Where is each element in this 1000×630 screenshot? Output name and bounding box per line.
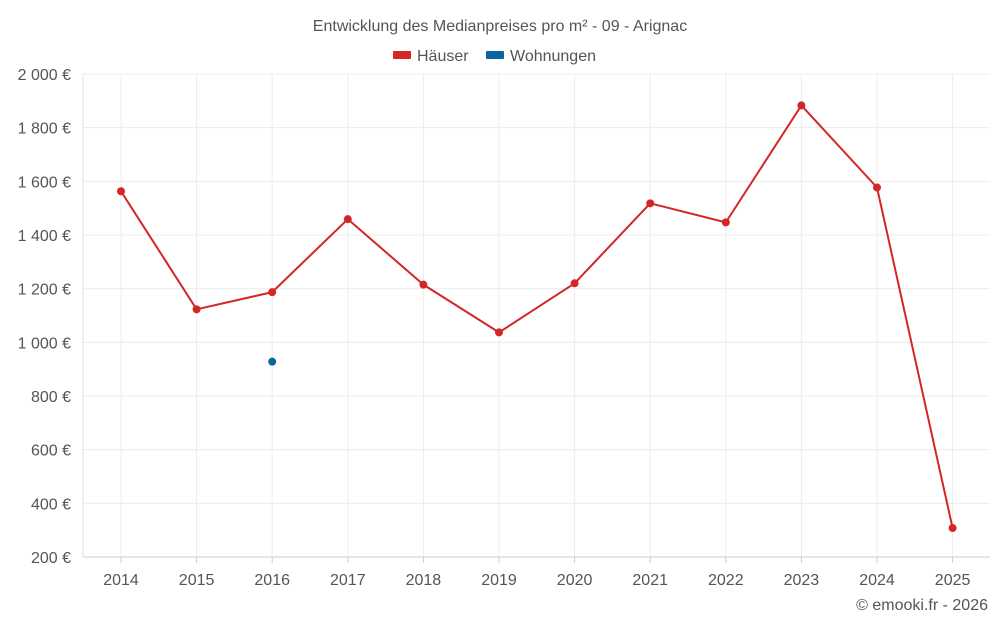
x-tick-label: 2023 [784,572,820,589]
data-point-haeuser-2017[interactable] [343,215,352,224]
x-tick-label: 2017 [330,572,366,589]
y-tick-label: 1 000 € [18,335,71,352]
y-tick-label: 2 000 € [18,67,71,84]
data-point-haeuser-2019[interactable] [495,328,503,337]
x-tick-label: 2018 [406,572,442,589]
x-tick-label: 2016 [254,572,290,589]
legend-label-haeuser: Häuser [417,48,469,65]
y-tick-label: 400 € [31,496,71,513]
x-tick-label: 2022 [708,572,744,589]
x-tick-label: 2020 [557,572,593,589]
data-point-haeuser-2015[interactable] [192,305,201,314]
legend-item-haeuser[interactable]: Häuser [393,48,469,65]
x-tick-label: 2025 [935,572,971,589]
data-point-haeuser-2023[interactable] [797,101,806,110]
data-point-haeuser-2022[interactable] [721,218,730,227]
x-tick-label: 2014 [103,572,139,589]
legend-item-wohnungen[interactable]: Wohnungen [486,48,596,65]
y-tick-label: 600 € [31,443,71,460]
x-tick-label: 2019 [481,572,517,589]
y-tick-label: 1 800 € [18,121,71,138]
y-tick-label: 1 200 € [18,282,71,299]
axes: 200 € 400 € 600 € 800 € 1 000 € 1 200 € 1 400 … [18,67,971,589]
data-point-haeuser-2016[interactable] [268,288,277,297]
grid [83,73,990,558]
y-tick-label: 1 600 € [18,174,71,191]
chart-title: Entwicklung des Medianpreises pro m² - 0… [313,18,687,35]
x-tick-label: 2015 [179,572,215,589]
y-tick-label: 200 € [31,550,71,567]
y-tick-label: 1 400 € [18,228,71,245]
x-tick-label: 2024 [859,572,895,589]
data-point-haeuser-2020[interactable] [570,279,579,288]
data-point-haeuser-2025[interactable] [948,524,957,533]
data-point-wohnungen-2016[interactable] [268,357,277,366]
data-point-haeuser-2014[interactable] [117,187,125,196]
series [117,101,957,533]
series-line-haeuser [120,104,954,529]
legend-label-wohnungen: Wohnungen [510,48,596,65]
legend-swatch-wohnungen [486,51,504,59]
legend-swatch-haeuser [393,51,411,59]
x-tick-label: 2021 [632,572,668,589]
y-tick-label: 800 € [31,389,71,406]
data-point-haeuser-2024[interactable] [873,183,881,192]
credit-text: © emooki.fr - 2026 [856,597,988,614]
data-point-haeuser-2018[interactable] [419,280,428,289]
legend: Häuser Wohnungen [393,48,596,65]
data-point-haeuser-2021[interactable] [646,199,655,208]
